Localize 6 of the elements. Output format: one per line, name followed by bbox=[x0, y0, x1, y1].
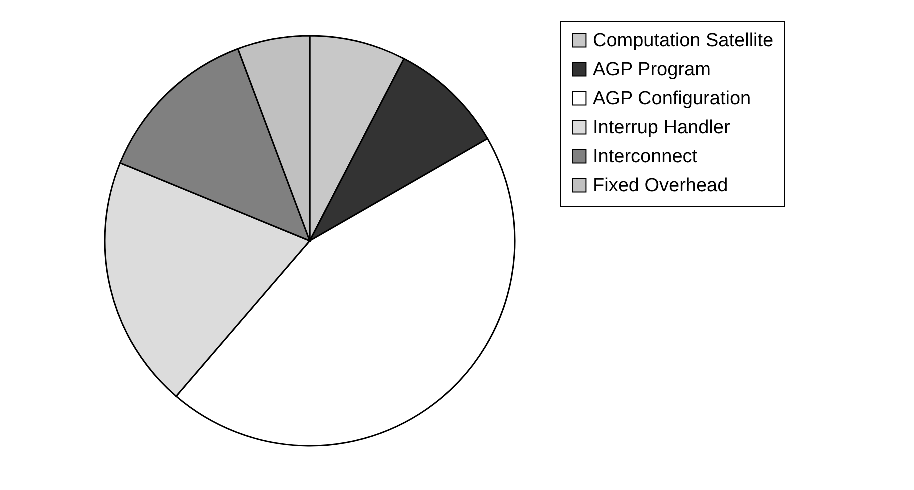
legend-label: Interconnect bbox=[593, 146, 698, 168]
legend-label: AGP Program bbox=[593, 60, 711, 80]
legend-label: AGP Configuration bbox=[593, 88, 752, 110]
legend-label: Fixed Overhead bbox=[593, 176, 728, 196]
legend-label: Computation Satellite bbox=[593, 30, 774, 52]
legend-label: Interrup Handler bbox=[593, 118, 731, 138]
